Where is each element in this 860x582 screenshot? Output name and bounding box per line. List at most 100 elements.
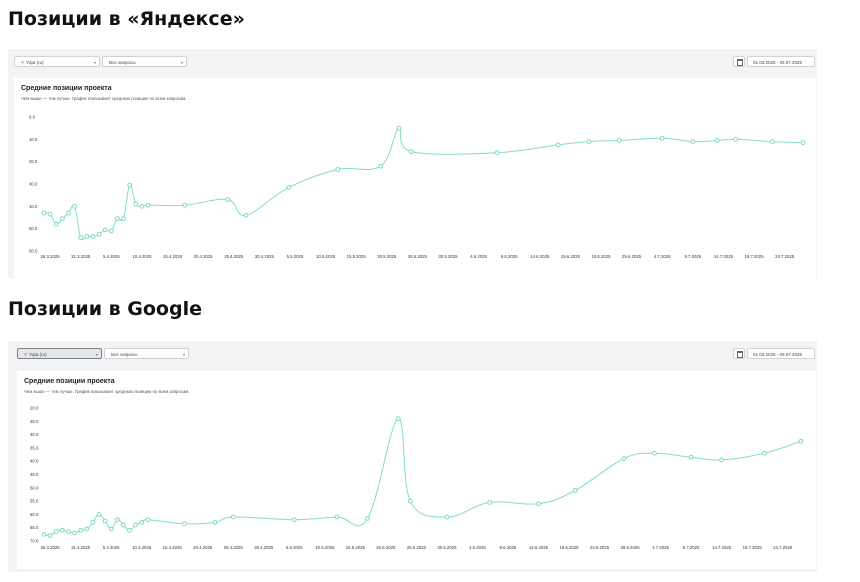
data-point[interactable]	[139, 203, 145, 209]
data-point[interactable]	[90, 234, 96, 239]
x-tick-label: 19.6.2025	[559, 545, 579, 550]
data-point[interactable]	[487, 500, 493, 505]
data-point[interactable]	[798, 438, 804, 444]
data-point[interactable]	[761, 450, 767, 456]
data-point[interactable]	[444, 514, 450, 520]
calendar-icon[interactable]	[733, 348, 745, 359]
data-point[interactable]	[47, 533, 53, 539]
data-point[interactable]	[335, 167, 341, 172]
data-point[interactable]	[225, 197, 231, 203]
data-point[interactable]	[66, 529, 71, 535]
data-point[interactable]	[212, 519, 218, 525]
data-point[interactable]	[145, 202, 151, 208]
data-point[interactable]	[121, 216, 126, 222]
data-point[interactable]	[659, 135, 665, 141]
x-tick-label: 29.6.2025	[622, 254, 642, 259]
data-point[interactable]	[365, 515, 370, 521]
data-point[interactable]	[127, 182, 133, 188]
data-point[interactable]	[182, 521, 187, 527]
date-range-field[interactable]: 01.03.2025 - 29.07.2025	[747, 348, 815, 359]
data-point[interactable]	[84, 234, 90, 239]
data-point[interactable]	[115, 216, 120, 222]
x-tick-label: 5.5.2025	[287, 254, 304, 259]
data-point[interactable]	[800, 140, 806, 146]
y-tick-label: 65.0	[30, 525, 39, 530]
data-point[interactable]	[586, 139, 592, 144]
data-point[interactable]	[769, 139, 775, 144]
x-tick-label: 4.6.2025	[469, 545, 486, 550]
data-point[interactable]	[733, 136, 739, 142]
data-point[interactable]	[41, 531, 47, 537]
data-point[interactable]	[59, 216, 65, 222]
y-tick-label: 40.0	[29, 204, 38, 209]
data-point[interactable]	[652, 450, 657, 456]
data-point[interactable]	[53, 529, 59, 535]
chevron-down-icon: ▾	[182, 352, 185, 357]
data-point[interactable]	[53, 221, 59, 227]
map-pin-icon: ⚲	[24, 352, 28, 357]
series-line	[43, 127, 804, 241]
x-tick-label: 25.5.2025	[408, 254, 428, 259]
query-filter-select[interactable]: Все запросы ▾	[104, 348, 189, 359]
data-point[interactable]	[102, 227, 108, 233]
calendar-icon[interactable]	[733, 56, 745, 67]
data-point[interactable]	[719, 457, 725, 463]
date-range-field[interactable]: 01.03.2025 - 29.07.2025	[747, 56, 815, 67]
region-select[interactable]: ⚲ Уфа (ru) ▾	[17, 348, 102, 359]
data-point[interactable]	[66, 210, 71, 216]
data-point[interactable]	[291, 517, 297, 523]
data-point[interactable]	[108, 228, 114, 234]
data-point[interactable]	[230, 514, 236, 520]
data-point[interactable]	[96, 231, 102, 237]
data-point[interactable]	[182, 202, 188, 208]
data-point[interactable]	[621, 456, 627, 461]
data-point[interactable]	[78, 235, 84, 241]
data-point[interactable]	[378, 163, 384, 169]
x-tick-label: 29.6.2025	[621, 545, 641, 550]
y-tick-label: 35.0	[30, 445, 39, 450]
data-point[interactable]	[555, 142, 561, 148]
data-point[interactable]	[243, 212, 249, 218]
x-tick-label: 10.4.2025	[132, 545, 152, 550]
data-point[interactable]	[572, 488, 578, 493]
region-select[interactable]: ⚲ Уфа (ru) ▾	[14, 56, 100, 67]
data-point[interactable]	[286, 184, 292, 190]
data-point[interactable]	[690, 139, 696, 144]
data-point[interactable]	[96, 512, 102, 517]
data-point[interactable]	[133, 522, 138, 528]
x-tick-label: 14.6.2025	[530, 254, 550, 259]
data-point[interactable]	[334, 514, 340, 520]
data-point[interactable]	[90, 519, 96, 525]
data-point[interactable]	[59, 527, 65, 533]
data-point[interactable]	[395, 416, 401, 422]
data-point[interactable]	[494, 150, 500, 156]
data-point[interactable]	[72, 530, 77, 536]
google-panel: ⚲ Уфа (ru) ▾ Все запросы ▾ 01.03.2025 - 2…	[8, 341, 817, 572]
data-point[interactable]	[127, 527, 132, 533]
x-tick-label: 9.6.2025	[501, 254, 518, 259]
data-point[interactable]	[139, 519, 145, 525]
data-point[interactable]	[114, 517, 120, 523]
query-filter-select[interactable]: Все запросы ▾	[102, 56, 187, 67]
data-point[interactable]	[616, 138, 622, 143]
data-point[interactable]	[536, 501, 541, 507]
data-point[interactable]	[396, 125, 402, 131]
data-point[interactable]	[108, 526, 114, 532]
data-point[interactable]	[41, 210, 47, 216]
data-point[interactable]	[47, 211, 53, 217]
data-point[interactable]	[84, 526, 90, 532]
data-point[interactable]	[78, 527, 84, 533]
data-point[interactable]	[72, 203, 78, 209]
y-tick-label: 55.0	[30, 499, 39, 504]
data-point[interactable]	[408, 149, 414, 155]
data-point[interactable]	[407, 498, 413, 504]
data-point[interactable]	[688, 454, 694, 460]
google-positions-chart: 20.0 25.0 30.0 35.0 40.0 45.0 50.0 55.0 60.0 65.0…	[30, 406, 804, 550]
data-point[interactable]	[714, 138, 720, 143]
data-point[interactable]	[145, 517, 151, 523]
data-point[interactable]	[102, 518, 108, 524]
data-point[interactable]	[120, 522, 126, 528]
x-tick-label: 10.4.2025	[132, 254, 152, 259]
y-tick-label: 60.0	[29, 249, 38, 254]
data-point[interactable]	[133, 201, 139, 207]
